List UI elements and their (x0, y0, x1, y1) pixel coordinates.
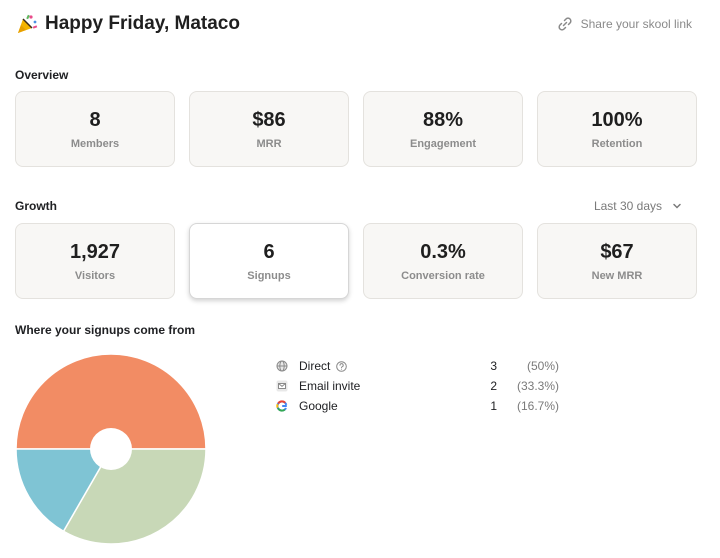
greeting-title: Happy Friday, Mataco (45, 13, 240, 34)
date-range-label: Last 30 days (593, 199, 662, 213)
page-header: Happy Friday, Mataco Share your skool li… (16, 11, 692, 37)
card-value: 1,927 (69, 241, 121, 263)
overview-card-engagement[interactable]: 88% Engagement (363, 91, 523, 167)
overview-card-members[interactable]: 8 Members (15, 91, 175, 167)
globe-icon (276, 360, 288, 372)
pie-slice-direct[interactable] (15, 353, 207, 450)
growth-cards: 1,927 Visitors 6 Signups 0.3% Conversion… (15, 223, 697, 299)
overview-card-mrr[interactable]: $86 MRR (189, 91, 349, 167)
growth-card-new-mrr[interactable]: $67 New MRR (537, 223, 697, 299)
share-link-button[interactable]: Share your skool link (557, 16, 692, 32)
source-label: Email invite (299, 379, 361, 393)
card-value: 0.3% (420, 241, 466, 263)
card-label: Members (70, 138, 120, 150)
overview-cards: 8 Members $86 MRR 88% Engagement 100% Re… (15, 91, 697, 167)
growth-title: Growth (15, 199, 57, 213)
legend-percent: (16.7%) (516, 399, 559, 413)
legend-count: 1 (490, 399, 497, 413)
legend-percent: (50%) (526, 359, 559, 373)
growth-card-visitors[interactable]: 1,927 Visitors (15, 223, 175, 299)
link-icon (558, 17, 572, 31)
legend-count: 3 (490, 359, 497, 373)
legend-row-google: Google 1 (16.7%) (276, 396, 566, 416)
growth-card-signups[interactable]: 6 Signups (189, 223, 349, 299)
signups-pie-chart (15, 353, 207, 545)
help-icon[interactable] (336, 360, 348, 372)
card-label: Signups (247, 270, 291, 282)
pie-center-hole (90, 428, 132, 470)
growth-card-conversion-rate[interactable]: 0.3% Conversion rate (363, 223, 523, 299)
card-value: 88% (422, 109, 464, 131)
legend-percent: (33.3%) (516, 379, 559, 393)
legend-row-email-invite: Email invite 2 (33.3%) (276, 376, 566, 396)
chevron-down-icon (673, 203, 681, 209)
legend-name: Direct (299, 359, 469, 373)
pie-slice-email-invite[interactable] (62, 448, 207, 545)
card-label: Engagement (409, 138, 476, 150)
card-value: $67 (600, 241, 634, 263)
card-value: 100% (591, 109, 643, 131)
mail-icon (276, 380, 288, 392)
source-label: Direct (299, 359, 331, 373)
overview-card-retention[interactable]: 100% Retention (537, 91, 697, 167)
card-label: MRR (256, 138, 282, 150)
card-value: 8 (89, 109, 101, 131)
card-label: New MRR (591, 270, 643, 282)
card-label: Visitors (74, 270, 116, 282)
source-label: Google (299, 399, 338, 413)
card-value: 6 (263, 241, 275, 263)
party-popper-icon (18, 14, 38, 33)
date-range-dropdown[interactable]: Last 30 days (594, 199, 682, 213)
card-value: $86 (252, 109, 286, 131)
signups-source-title: Where your signups come from (15, 323, 196, 337)
overview-title: Overview (15, 68, 69, 82)
legend-row-direct: Direct 3 (50%) (276, 356, 566, 376)
signups-legend: Direct 3 (50%) Email invite 2 (33.3%) (276, 356, 566, 416)
card-label: Retention (591, 138, 643, 150)
share-link-label: Share your skool link (580, 17, 692, 31)
google-icon (276, 400, 288, 412)
pie-slice-google[interactable] (15, 448, 113, 533)
legend-count: 2 (490, 379, 497, 393)
card-label: Conversion rate (401, 270, 485, 282)
